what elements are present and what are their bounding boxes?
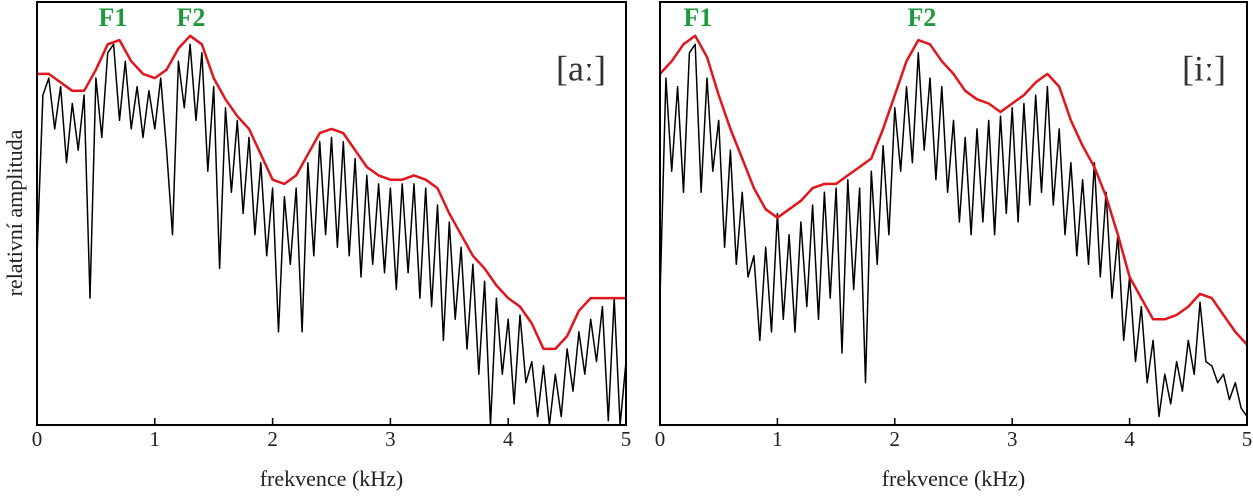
x-tick-label: 0 [655, 427, 666, 451]
vowel-label: [iː] [1182, 48, 1226, 88]
formant-label: F1 [684, 3, 713, 32]
envelope-line [37, 34, 626, 351]
y-axis-label: relativní amplituda [2, 129, 27, 296]
x-axis-label: frekvence (kHz) [260, 466, 404, 491]
x-tick-label: 3 [385, 427, 396, 451]
x-tick-label: 1 [772, 427, 783, 451]
x-tick-label: 5 [1242, 427, 1253, 451]
envelope-line [659, 34, 1248, 346]
x-axis-label: frekvence (kHz) [882, 466, 1026, 491]
spectrum-line [36, 43, 627, 426]
x-tick-label: 4 [503, 427, 514, 451]
x-tick-label: 2 [890, 427, 901, 451]
plot-frame [36, 1, 627, 426]
spectrum-line [659, 43, 1248, 418]
x-tick-label: 4 [1124, 427, 1135, 451]
x-tick-label: 1 [150, 427, 161, 451]
vowel-label: [aː] [556, 48, 606, 88]
x-tick-label: 3 [1007, 427, 1018, 451]
x-tick-label: 2 [267, 427, 278, 451]
formant-label: F1 [99, 3, 128, 32]
x-tick-label: 5 [621, 427, 632, 451]
x-tick-label: 0 [32, 427, 43, 451]
formant-label: F2 [908, 3, 937, 32]
plot-frame [659, 1, 1248, 426]
formant-label: F2 [177, 3, 206, 32]
